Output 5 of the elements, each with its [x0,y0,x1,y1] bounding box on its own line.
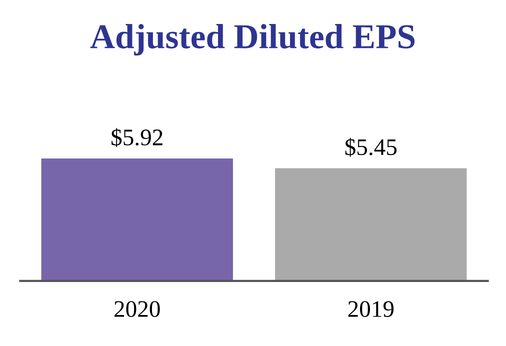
chart-title: Adjusted Diluted EPS [90,24,415,56]
x-tick-label: 2019 [348,301,394,318]
data-label: $5.92 [112,128,162,147]
data-label: $5.45 [345,138,397,157]
x-tick-label: 2020 [114,301,160,318]
